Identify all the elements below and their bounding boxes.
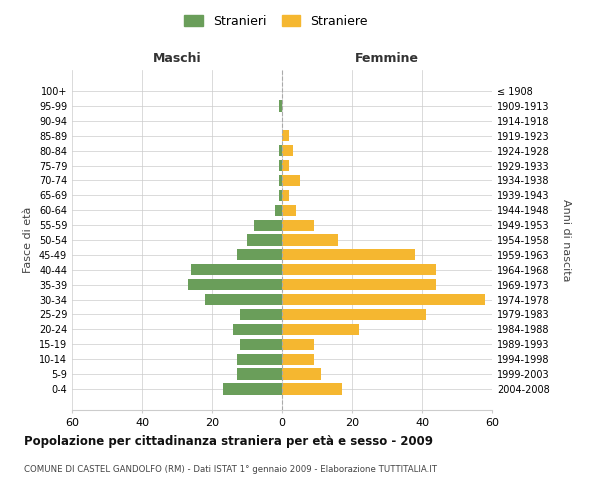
Bar <box>282 160 289 171</box>
Bar <box>223 384 282 394</box>
Legend: Stranieri, Straniere: Stranieri, Straniere <box>181 11 371 32</box>
Bar <box>282 250 415 260</box>
Bar <box>254 220 282 230</box>
Bar <box>282 190 289 201</box>
Text: Femmine: Femmine <box>355 52 419 65</box>
Bar <box>282 130 289 141</box>
Bar <box>282 294 485 305</box>
Bar <box>240 309 282 320</box>
Bar <box>236 250 282 260</box>
Bar <box>187 279 282 290</box>
Bar <box>282 175 299 186</box>
Bar <box>236 368 282 380</box>
Bar <box>247 234 282 246</box>
Bar <box>282 309 425 320</box>
Bar <box>275 204 282 216</box>
Bar <box>236 354 282 365</box>
Bar <box>282 368 320 380</box>
Bar <box>282 145 293 156</box>
Bar <box>282 324 359 335</box>
Bar <box>282 204 296 216</box>
Y-axis label: Anni di nascita: Anni di nascita <box>561 198 571 281</box>
Bar <box>282 279 436 290</box>
Bar <box>282 354 314 365</box>
Bar <box>233 324 282 335</box>
Text: COMUNE DI CASTEL GANDOLFO (RM) - Dati ISTAT 1° gennaio 2009 - Elaborazione TUTTI: COMUNE DI CASTEL GANDOLFO (RM) - Dati IS… <box>24 465 437 474</box>
Bar <box>240 338 282 350</box>
Bar <box>282 384 341 394</box>
Bar <box>282 264 436 276</box>
Bar <box>278 175 282 186</box>
Bar <box>278 190 282 201</box>
Text: Popolazione per cittadinanza straniera per età e sesso - 2009: Popolazione per cittadinanza straniera p… <box>24 435 433 448</box>
Bar <box>278 145 282 156</box>
Text: Maschi: Maschi <box>152 52 202 65</box>
Bar <box>282 234 338 246</box>
Bar <box>278 160 282 171</box>
Bar <box>278 100 282 112</box>
Y-axis label: Fasce di età: Fasce di età <box>23 207 33 273</box>
Bar <box>205 294 282 305</box>
Bar <box>282 220 314 230</box>
Bar <box>191 264 282 276</box>
Bar <box>282 338 314 350</box>
